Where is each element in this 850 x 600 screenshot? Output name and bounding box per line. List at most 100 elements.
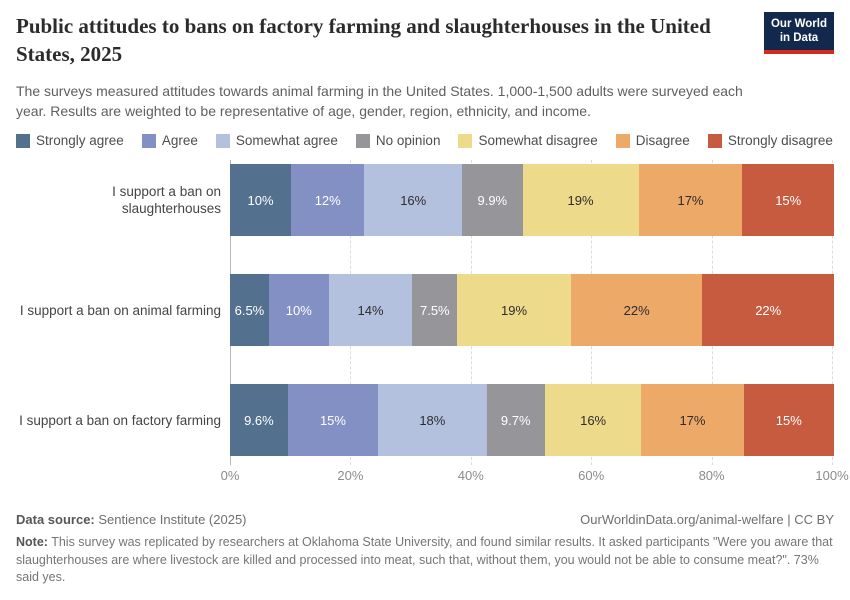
legend-item-somewhat-agree[interactable]: Somewhat agree xyxy=(215,133,338,149)
legend-item-agree[interactable]: Agree xyxy=(141,133,198,149)
attribution-link[interactable]: OurWorldinData.org/animal-welfare | CC B… xyxy=(580,512,834,528)
header: Public attitudes to bans on factory farm… xyxy=(16,12,834,121)
segment-value-label: 14% xyxy=(357,302,384,318)
x-axis-tick-0: 0% xyxy=(220,468,240,484)
bar-row-i-support-a-ban-on-factory-farming: I support a ban on factory farming 9.6% 15… xyxy=(16,384,834,457)
category-label: I support a ban on slaughterhouses xyxy=(112,183,221,217)
legend-swatch-somewhat-disagree xyxy=(458,133,473,148)
data-source-value: Sentience Institute (2025) xyxy=(94,512,247,528)
legend-label: Somewhat disagree xyxy=(478,133,598,149)
legend-label: Agree xyxy=(161,133,198,149)
stacked-bar: 10% 12% 16% 9.9% 19% 17% 15% xyxy=(230,164,835,237)
bar-segment-agree[interactable]: 12% xyxy=(291,164,365,237)
bar-segment-disagree[interactable]: 17% xyxy=(638,164,743,237)
segment-value-label: 15% xyxy=(775,192,802,208)
stacked-bar: 9.6% 15% 18% 9.7% 16% 17% 15% xyxy=(230,384,834,457)
segment-value-label: 10% xyxy=(285,302,312,318)
legend-item-strongly-agree[interactable]: Strongly agree xyxy=(16,133,124,148)
x-axis-tick-80: 80% xyxy=(698,468,725,484)
footnote-label: Note: xyxy=(16,535,48,550)
bar-segment-somewhat-disagree[interactable]: 16% xyxy=(544,384,642,457)
bar-segment-somewhat-agree[interactable]: 16% xyxy=(364,164,463,237)
segment-value-label: 17% xyxy=(677,192,704,208)
bar-segment-somewhat-agree[interactable]: 18% xyxy=(378,384,487,457)
segment-value-label: 9.6% xyxy=(244,412,274,428)
segment-value-label: 17% xyxy=(679,412,706,428)
bar-segment-somewhat-agree[interactable]: 14% xyxy=(328,274,413,347)
bar-segment-no-opinion[interactable]: 9.7% xyxy=(486,384,545,457)
category-label: I support a ban on animal farming xyxy=(19,302,221,318)
segment-value-label: 15% xyxy=(319,412,346,428)
segment-value-label: 9.9% xyxy=(477,192,508,208)
footnote: Note: This survey was replicated by rese… xyxy=(16,534,834,587)
legend-label: Strongly agree xyxy=(36,133,124,149)
segment-value-label: 9.7% xyxy=(500,412,531,428)
legend-swatch-somewhat-agree xyxy=(215,133,230,148)
owid-logo-line1: Our World xyxy=(770,18,827,30)
bar-segment-disagree[interactable]: 17% xyxy=(641,384,744,457)
owid-logo-box: Our World in Data xyxy=(764,12,834,50)
owid-logo-accent-bar xyxy=(764,49,834,54)
stacked-bar: 6.5% 10% 14% 7.5% 19% 22% 22% xyxy=(230,274,834,347)
bar-segment-agree[interactable]: 10% xyxy=(268,274,329,347)
segment-value-label: 16% xyxy=(580,412,607,428)
x-axis-tick-20: 20% xyxy=(337,468,364,484)
bar-row-i-support-a-ban-on-animal-farming: I support a ban on animal farming 6.5% 10%… xyxy=(16,274,834,347)
segment-value-label: 22% xyxy=(623,302,650,318)
axis-spacer xyxy=(16,468,230,484)
footer: Data source: Sentience Institute (2025) … xyxy=(16,512,834,587)
legend-item-no-opinion[interactable]: No opinion xyxy=(355,133,441,149)
data-source: Data source: Sentience Institute (2025) xyxy=(16,512,247,527)
legend-label: No opinion xyxy=(375,133,441,149)
chart-area: I support a ban on slaughterhouses 10% 12%… xyxy=(16,160,849,484)
bar-segment-no-opinion[interactable]: 7.5% xyxy=(412,274,458,347)
x-axis-tick-40: 40% xyxy=(457,468,484,484)
bar-segment-disagree[interactable]: 22% xyxy=(570,274,703,347)
bar-segment-agree[interactable]: 15% xyxy=(287,384,379,457)
bar-segment-somewhat-disagree[interactable]: 19% xyxy=(522,164,639,237)
bar-segment-strongly-disagree[interactable]: 15% xyxy=(742,164,835,237)
title-block: Public attitudes to bans on factory farm… xyxy=(16,12,752,121)
segment-value-label: 19% xyxy=(567,192,594,208)
legend-item-strongly-disagree[interactable]: Strongly disagree xyxy=(707,133,833,149)
bar-row-i-support-a-ban-on-slaughterhouses: I support a ban on slaughterhouses 10% 12%… xyxy=(16,164,835,237)
footer-source-line: Data source: Sentience Institute (2025) … xyxy=(16,512,834,527)
bar-segment-strongly-disagree[interactable]: 22% xyxy=(702,274,834,347)
segment-value-label: 16% xyxy=(400,192,427,208)
bar-segment-strongly-agree[interactable]: 10% xyxy=(230,164,292,237)
segment-value-label: 18% xyxy=(419,412,446,428)
legend-swatch-disagree xyxy=(615,133,630,148)
legend-item-disagree[interactable]: Disagree xyxy=(615,133,690,149)
segment-value-label: 15% xyxy=(775,412,802,428)
bar-segment-no-opinion[interactable]: 9.9% xyxy=(462,164,523,237)
legend-label: Strongly disagree xyxy=(727,133,833,149)
footnote-value: This survey was replicated by researcher… xyxy=(16,535,833,585)
segment-value-label: 10% xyxy=(247,192,274,208)
legend-swatch-strongly-agree xyxy=(16,133,30,148)
plot-area: I support a ban on slaughterhouses 10% 12%… xyxy=(16,160,835,466)
legend-label: Disagree xyxy=(635,133,690,149)
x-axis-tick-60: 60% xyxy=(578,468,605,484)
owid-logo[interactable]: Our World in Data xyxy=(764,12,834,54)
segment-value-label: 12% xyxy=(314,192,341,208)
chart-subtitle: The surveys measured attitudes towards a… xyxy=(16,82,743,119)
x-axis: 0% 20% 40% 60% 80% 100% xyxy=(16,468,849,484)
legend-swatch-strongly-disagree xyxy=(707,133,722,148)
segment-value-label: 6.5% xyxy=(234,302,265,318)
category-label: I support a ban on factory farming xyxy=(19,412,221,428)
segment-value-label: 19% xyxy=(501,302,528,318)
x-axis-labels: 0% 20% 40% 60% 80% 100% xyxy=(221,468,849,484)
owid-logo-line2: in Data xyxy=(779,32,819,45)
legend-swatch-agree xyxy=(141,133,156,148)
bar-segment-strongly-disagree[interactable]: 15% xyxy=(743,384,834,457)
bar-segment-strongly-agree[interactable]: 6.5% xyxy=(230,274,269,347)
bar-segment-somewhat-disagree[interactable]: 19% xyxy=(457,274,571,347)
legend-label: Somewhat agree xyxy=(235,133,338,149)
segment-value-label: 7.5% xyxy=(419,302,450,318)
page-title: Public attitudes to bans on factory farm… xyxy=(16,14,711,67)
x-axis-tick-100: 100% xyxy=(815,468,849,484)
segment-value-label: 22% xyxy=(755,302,782,318)
bar-segment-strongly-agree[interactable]: 9.6% xyxy=(230,384,288,457)
legend-item-somewhat-disagree[interactable]: Somewhat disagree xyxy=(458,133,598,149)
